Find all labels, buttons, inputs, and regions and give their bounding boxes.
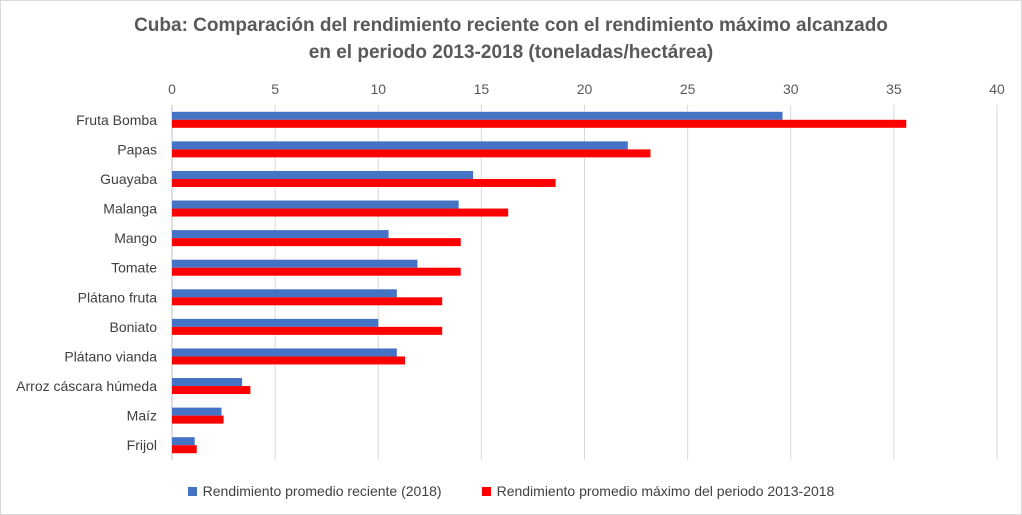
bar-recent: [172, 259, 418, 268]
bar-max: [172, 267, 461, 276]
category-label: Malanga: [103, 201, 157, 217]
x-tick-label-35: 35: [886, 81, 902, 97]
bar-max: [172, 356, 406, 365]
bar-recent: [172, 230, 389, 239]
category-label: Frijol: [127, 437, 157, 453]
x-tick-label-15: 15: [474, 81, 490, 97]
bar-recent: [172, 141, 628, 150]
category-label: Guayaba: [100, 171, 157, 187]
bar-recent: [172, 289, 397, 298]
legend-item-max: Rendimiento promedio máximo del periodo …: [481, 483, 835, 499]
category-label: Mango: [114, 230, 157, 246]
legend-item-recent: Rendimiento promedio reciente (2018): [187, 483, 442, 499]
legend-swatch-recent: [187, 486, 197, 496]
category-label: Arroz cáscara húmeda: [16, 378, 157, 394]
x-tick-label-0: 0: [168, 81, 176, 97]
bar-recent: [172, 318, 379, 327]
bar-max: [172, 297, 443, 306]
bar-max: [172, 238, 461, 247]
bar-max: [172, 386, 251, 395]
bar-max: [172, 119, 907, 128]
legend-label-max: Rendimiento promedio máximo del periodo …: [496, 483, 835, 499]
legend-swatch-max: [481, 486, 491, 496]
chart-legend: Rendimiento promedio reciente (2018) Ren…: [0, 483, 1022, 499]
category-label: Boniato: [110, 319, 158, 335]
bar-max: [172, 149, 651, 158]
bar-recent: [172, 407, 222, 416]
x-tick-label-30: 30: [783, 81, 799, 97]
bar-recent: [172, 111, 783, 120]
bar-max: [172, 208, 509, 217]
x-tick-label-10: 10: [370, 81, 386, 97]
category-label: Plátano fruta: [78, 289, 158, 305]
category-label: Tomate: [111, 260, 157, 276]
bar-recent: [172, 437, 195, 446]
chart-title-line-1: Cuba: Comparación del rendimiento recien…: [134, 15, 888, 36]
legend-label-recent: Rendimiento promedio reciente (2018): [202, 483, 442, 499]
bar-recent: [172, 378, 243, 387]
x-tick-label-20: 20: [577, 81, 593, 97]
bar-max: [172, 415, 224, 424]
bar-recent: [172, 200, 459, 209]
category-label: Maíz: [127, 408, 157, 424]
bar-max: [172, 445, 197, 454]
category-label: Papas: [117, 141, 157, 157]
chart-title: Cuba: Comparación del rendimiento recien…: [0, 12, 1022, 66]
category-label: Fruta Bomba: [76, 112, 157, 128]
chart-title-line-2: en el periodo 2013-2018 (toneladas/hectá…: [308, 42, 714, 63]
bar-max: [172, 326, 443, 335]
bar-max: [172, 178, 556, 187]
category-label: Plátano vianda: [64, 348, 157, 364]
x-tick-label-5: 5: [271, 81, 279, 97]
x-tick-label-25: 25: [680, 81, 696, 97]
x-tick-label-40: 40: [989, 81, 1005, 97]
bar-recent: [172, 348, 397, 357]
bar-recent: [172, 170, 474, 179]
